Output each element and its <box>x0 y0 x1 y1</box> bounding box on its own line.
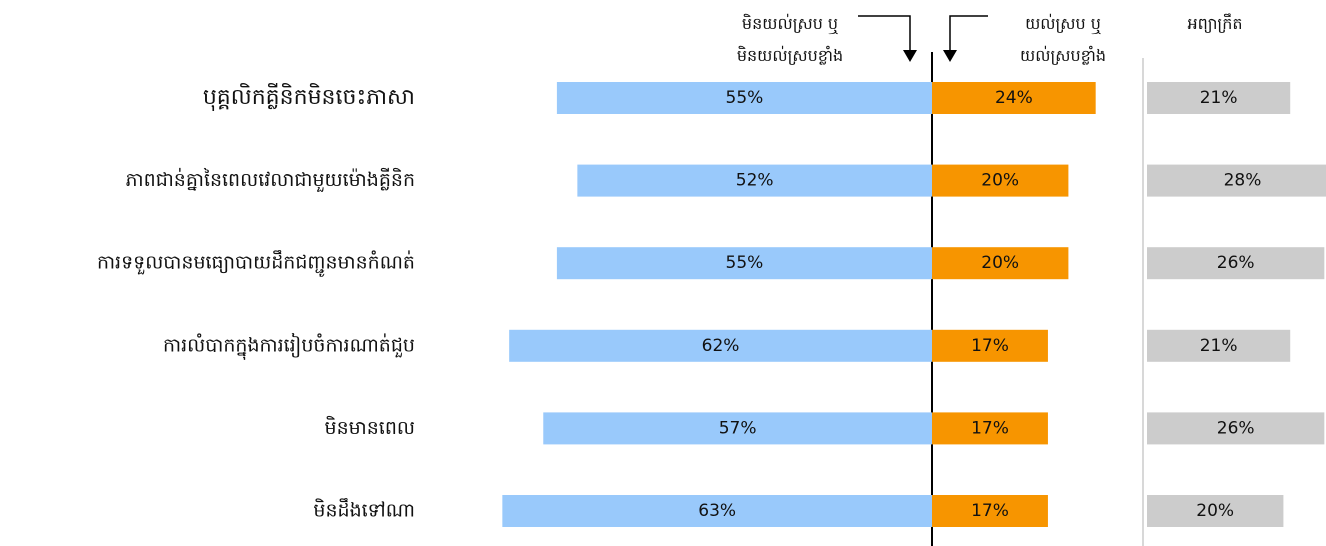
category-label: មិនដឹងទៅណា <box>313 498 415 522</box>
bar <box>556 82 932 114</box>
category-label: បុគ្គលិកគ្លីនិកមិនចេះភាសា <box>203 83 415 111</box>
bar <box>1147 329 1291 362</box>
bar <box>1147 412 1325 445</box>
bar <box>932 495 1048 527</box>
value-label: 26% <box>1217 418 1255 438</box>
value-label: 55% <box>726 253 764 273</box>
legend-label: យល់ស្រប ឬ យល់ស្របខ្លាំង <box>1019 14 1106 65</box>
value-label: 62% <box>702 336 740 356</box>
bar <box>932 164 1069 197</box>
value-label: 17% <box>971 418 1009 438</box>
value-label: 57% <box>719 418 757 438</box>
bar <box>1147 247 1325 280</box>
value-label: 17% <box>971 336 1009 356</box>
legend-arrow <box>858 15 911 52</box>
category-label: ភាពជាន់គ្នានៃពេលវេលាជាមួយម៉ោងគ្លីនិក <box>126 167 415 193</box>
bar <box>932 247 1069 280</box>
value-label: 52% <box>736 171 774 191</box>
value-label: 63% <box>698 501 736 521</box>
value-label: 20% <box>981 253 1019 273</box>
bar <box>932 329 1048 362</box>
bar <box>556 247 932 280</box>
bar <box>1147 495 1284 527</box>
legend-label: អព្យាក្រឹត <box>1187 14 1243 33</box>
arrow-head <box>943 50 957 62</box>
bar <box>932 412 1048 445</box>
bar <box>543 412 932 445</box>
legend-arrow <box>949 15 988 52</box>
value-label: 21% <box>1200 336 1238 356</box>
value-label: 20% <box>1196 501 1234 521</box>
bar <box>502 495 932 527</box>
value-label: 28% <box>1224 171 1262 191</box>
bar <box>577 164 932 197</box>
bar <box>509 329 932 362</box>
bar <box>1147 82 1291 114</box>
category-label: ការទទួលបានមធ្យោបាយដឹកជញ្ជូនមានកំណត់ <box>97 250 415 278</box>
bar <box>1147 164 1326 197</box>
value-label: 26% <box>1217 253 1255 273</box>
value-label: 17% <box>971 501 1009 521</box>
arrow-head <box>903 50 917 62</box>
value-label: 20% <box>981 171 1019 191</box>
value-label: 55% <box>726 88 764 108</box>
value-label: 24% <box>995 88 1033 108</box>
category-label: មិនមានពេល <box>325 415 415 439</box>
legend-label: មិនយល់ស្រប ឬ មិនយល់ស្របខ្លាំង <box>736 14 844 65</box>
bar <box>932 82 1096 114</box>
category-label: ការលំបាកក្នុងការរៀបចំការណាត់ជួប <box>163 332 415 360</box>
value-label: 21% <box>1200 88 1238 108</box>
